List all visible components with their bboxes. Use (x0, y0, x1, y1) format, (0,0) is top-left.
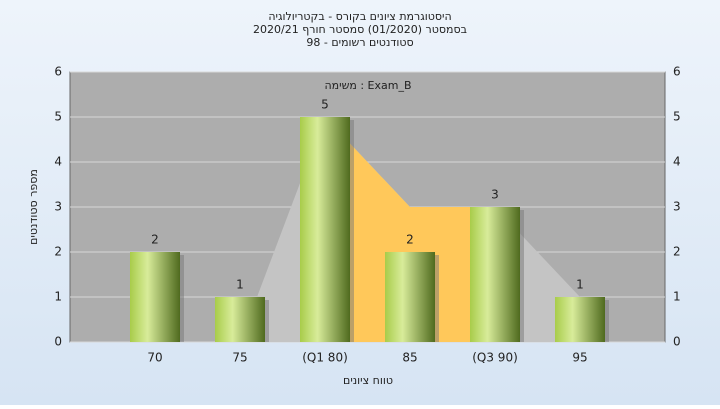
x-tick-label: (Q3 90) (472, 351, 518, 365)
y-tick-label: 4 (673, 155, 681, 169)
x-tick-label: (Q1 80) (302, 351, 348, 365)
y-tick-label: 5 (54, 110, 62, 124)
x-tick-label: 85 (402, 351, 417, 365)
bar (555, 297, 605, 342)
value-label: 2 (151, 233, 159, 247)
value-label: 5 (321, 98, 329, 112)
y-tick-label: 1 (54, 290, 62, 304)
y-tick-label: 4 (54, 155, 62, 169)
value-label: 3 (491, 188, 499, 202)
y-tick-label: 3 (54, 200, 62, 214)
y-tick-label: 0 (673, 335, 681, 349)
subtitle: סטודנטים רשומים - 98 (306, 36, 413, 49)
subtitle: בסמסטר (01/2020) סמסטר חורף 2020/21 (253, 23, 467, 36)
x-tick-label: 70 (147, 351, 162, 365)
value-label: 1 (576, 278, 584, 292)
annotation: משימה : Exam_B (324, 79, 411, 92)
y-tick-label: 2 (673, 245, 681, 259)
bar (130, 252, 180, 342)
chart-title: היסטוגרמת ציונים בקורס - בקטריולוגיה (268, 10, 451, 23)
y-tick-label: 1 (673, 290, 681, 304)
bar (300, 117, 350, 342)
value-label: 1 (236, 278, 244, 292)
y-tick-label: 2 (54, 245, 62, 259)
value-label: 2 (406, 233, 414, 247)
y-axis-label: מספר סטודנטים (27, 169, 40, 245)
bar (215, 297, 265, 342)
y-tick-label: 5 (673, 110, 681, 124)
x-axis-label: טווח ציונים (343, 374, 393, 387)
bar (385, 252, 435, 342)
bar (470, 207, 520, 342)
area (325, 117, 495, 342)
y-tick-label: 3 (673, 200, 681, 214)
x-tick-label: 95 (572, 351, 587, 365)
y-tick-label: 0 (54, 335, 62, 349)
y-tick-label: 6 (54, 65, 62, 79)
y-tick-label: 6 (673, 65, 681, 79)
x-tick-label: 75 (232, 351, 247, 365)
